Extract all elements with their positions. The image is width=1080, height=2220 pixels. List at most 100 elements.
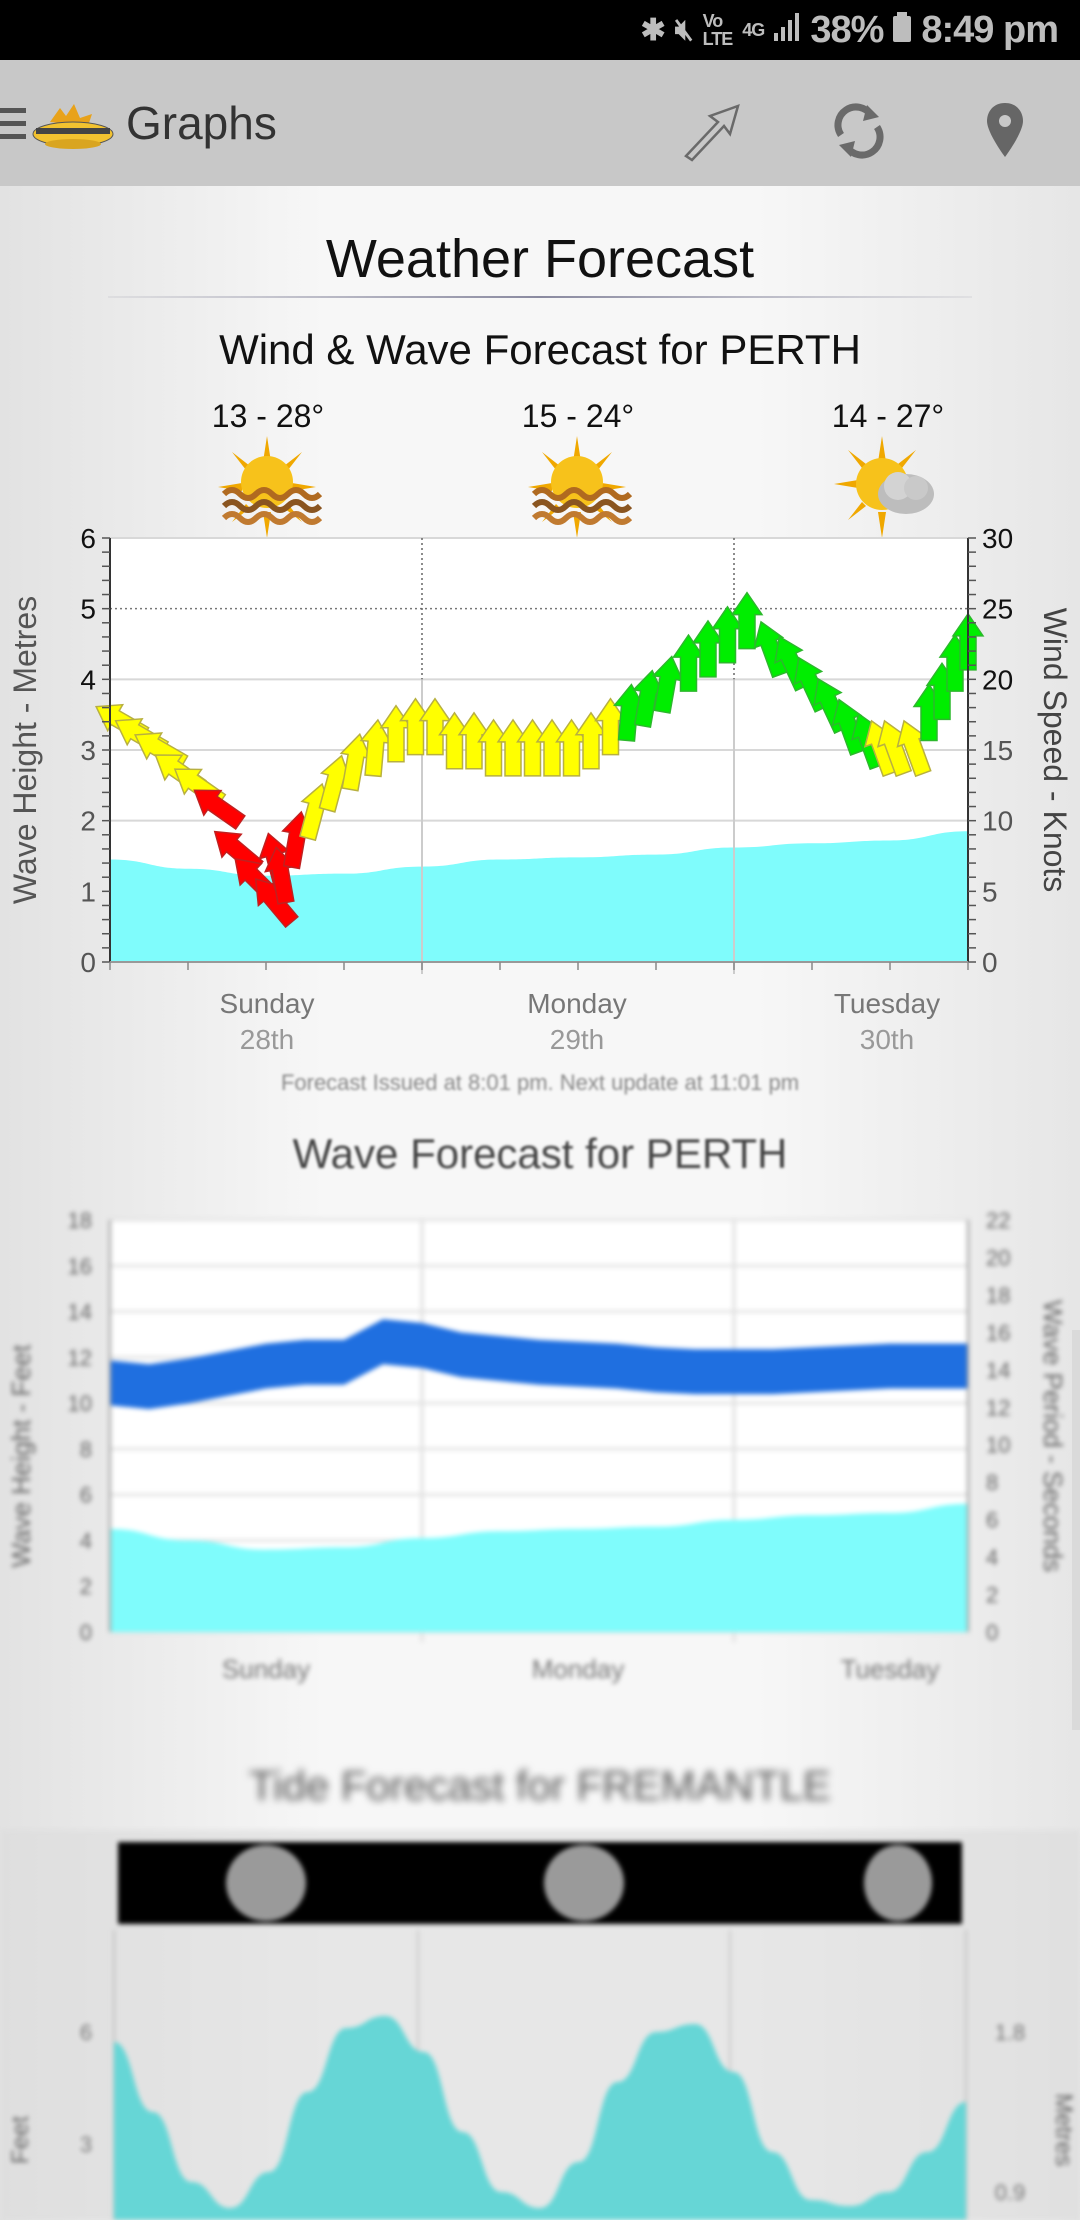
wind-arrow bbox=[730, 591, 764, 650]
page-title: Weather Forecast bbox=[325, 229, 755, 289]
right-tick-label: 0 bbox=[982, 947, 998, 978]
right-tick-label: 20 bbox=[986, 1245, 1010, 1270]
x-category-label: Tuesday bbox=[841, 1654, 940, 1684]
sunny-haze-icon bbox=[522, 432, 633, 542]
forecast-issued-note: Forecast Issued at 8:01 pm. Next update … bbox=[280, 1070, 800, 1095]
day-date: 28th bbox=[239, 1024, 295, 1055]
x-category-label: Monday bbox=[532, 1654, 625, 1684]
wind-wave-chart: 0 1 2 3 4 5 6 0 5 10 15 20 25 30 Wave Height - Metres W… bbox=[7, 523, 1073, 978]
day-label-monday: Monday 29th bbox=[477, 986, 677, 1058]
wave-chart-title: Wave Forecast for PERTH bbox=[292, 1130, 788, 1177]
left-tick-label: 2 bbox=[80, 1574, 92, 1599]
location-pin-icon bbox=[987, 103, 1023, 157]
left-tick-label: 6 bbox=[80, 523, 96, 554]
right-tick-label: 30 bbox=[982, 523, 1013, 554]
day-name: Monday bbox=[527, 988, 627, 1019]
wave-height-area bbox=[110, 1503, 968, 1632]
left-axis-title: Wave Height - Feet bbox=[6, 1344, 36, 1568]
signal-icon bbox=[774, 11, 800, 49]
toolbar-title: Graphs bbox=[126, 97, 277, 149]
left-tick-label: 1 bbox=[80, 876, 96, 907]
left-tick-label: 6 bbox=[80, 1483, 92, 1508]
day-date: 29th bbox=[549, 1024, 605, 1055]
day-label-sunday: Sunday 28th bbox=[167, 986, 367, 1058]
wave-chart: 0 2 4 6 8 10 12 14 16 18 0 2 4 6 8 10 12 14 16 18 20 22 Sunday… bbox=[6, 1208, 1068, 1684]
right-tick-label: 5 bbox=[982, 876, 998, 907]
tide-area bbox=[114, 2016, 966, 2220]
4g-icon: 4G bbox=[742, 19, 765, 40]
share-button[interactable] bbox=[676, 96, 746, 166]
left-tick-label: 6 bbox=[80, 2020, 92, 2045]
right-tick-label: 22 bbox=[986, 1208, 1010, 1233]
right-tick-label: 14 bbox=[986, 1358, 1010, 1383]
left-tick-label: 8 bbox=[80, 1437, 92, 1462]
mute-icon: 🔇︎ bbox=[674, 13, 694, 46]
right-tick-label: 16 bbox=[986, 1320, 1010, 1345]
left-tick-label: 0 bbox=[80, 1620, 92, 1645]
moon-phase-icon bbox=[226, 1845, 306, 1921]
volte-icon: Vo LTE bbox=[702, 11, 734, 49]
tide-chart-title: Tide Forecast for FREMANTLE bbox=[249, 1762, 831, 1809]
wave-period-band bbox=[110, 1319, 968, 1410]
temp-range-tuesday: 14 - 27° bbox=[831, 398, 945, 434]
x-category-label: Sunday bbox=[222, 1654, 310, 1684]
wind-arrow-shape bbox=[730, 591, 764, 650]
left-tick-label: 4 bbox=[80, 664, 96, 695]
left-axis-title: Wave Height - Metres bbox=[7, 596, 43, 904]
app-toolbar bbox=[0, 60, 1080, 186]
right-tick-label: 20 bbox=[982, 664, 1013, 695]
status-icons: ✱ 🔇︎ Vo LTE 4G 38% 8:49 pm bbox=[640, 8, 1059, 52]
partly-cloudy-icon bbox=[832, 432, 942, 542]
title-divider bbox=[108, 296, 972, 298]
menu-icon[interactable] bbox=[0, 108, 26, 144]
right-tick-label: 12 bbox=[986, 1395, 1010, 1420]
location-button[interactable] bbox=[970, 96, 1040, 166]
right-axis-title: Metres bbox=[1050, 2093, 1077, 2166]
sunny-haze-icon bbox=[212, 432, 323, 542]
status-bar: ✱ 🔇︎ Vo LTE 4G 38% 8:49 pm bbox=[0, 0, 1080, 60]
left-tick-label: 10 bbox=[68, 1391, 92, 1416]
left-tick-label: 14 bbox=[68, 1300, 92, 1325]
left-tick-label: 5 bbox=[80, 594, 96, 625]
left-tick-label: 3 bbox=[80, 2132, 92, 2157]
right-tick-label: 15 bbox=[982, 735, 1013, 766]
day-name: Tuesday bbox=[833, 988, 941, 1019]
right-tick-label: 25 bbox=[982, 594, 1013, 625]
scrollbar[interactable] bbox=[1072, 1330, 1080, 1730]
moon-phase-icon bbox=[544, 1845, 624, 1921]
right-tick-label: 4 bbox=[986, 1545, 998, 1570]
left-tick-label: 2 bbox=[80, 806, 96, 837]
temp-range-sunday: 13 - 28° bbox=[211, 398, 325, 434]
temp-range-monday: 15 - 24° bbox=[521, 398, 635, 434]
right-tick-label: 10 bbox=[986, 1433, 1010, 1458]
battery-percent: 38% bbox=[810, 8, 884, 51]
right-tick-label: 6 bbox=[986, 1508, 998, 1533]
right-tick-label: 18 bbox=[986, 1283, 1010, 1308]
right-axis-title: Wave Period - Seconds bbox=[1038, 1300, 1068, 1572]
refresh-icon bbox=[834, 103, 884, 159]
share-arrow-icon bbox=[684, 104, 740, 162]
left-tick-label: 12 bbox=[68, 1345, 92, 1370]
right-axis-title: Wind Speed - Knots bbox=[1037, 608, 1073, 893]
left-tick-label: 0 bbox=[80, 947, 96, 978]
left-axis-title: Feet bbox=[7, 2116, 34, 2164]
left-tick-label: 3 bbox=[80, 735, 96, 766]
left-tick-label: 16 bbox=[68, 1254, 92, 1279]
refresh-button[interactable] bbox=[824, 96, 894, 166]
left-tick-label: 4 bbox=[80, 1528, 92, 1553]
bluetooth-icon: ✱ bbox=[640, 13, 666, 47]
clock: 8:49 pm bbox=[921, 8, 1059, 51]
wind-wave-chart-title: Wind & Wave Forecast for PERTH bbox=[219, 326, 861, 373]
day-date: 30th bbox=[859, 1024, 915, 1055]
right-tick-label: 10 bbox=[982, 806, 1013, 837]
wind-arrow bbox=[193, 789, 246, 831]
day-name: Sunday bbox=[219, 988, 315, 1019]
moon-phase-icon bbox=[864, 1845, 932, 1921]
right-tick-label: 8 bbox=[986, 1470, 998, 1495]
battery-icon bbox=[893, 9, 912, 52]
app-logo bbox=[30, 100, 116, 154]
wind-arrow-shape bbox=[193, 789, 246, 831]
right-tick-label: 0 bbox=[986, 1620, 998, 1645]
right-tick-label: 0.9 bbox=[995, 2180, 1026, 2205]
right-tick-label: 2 bbox=[986, 1583, 998, 1608]
